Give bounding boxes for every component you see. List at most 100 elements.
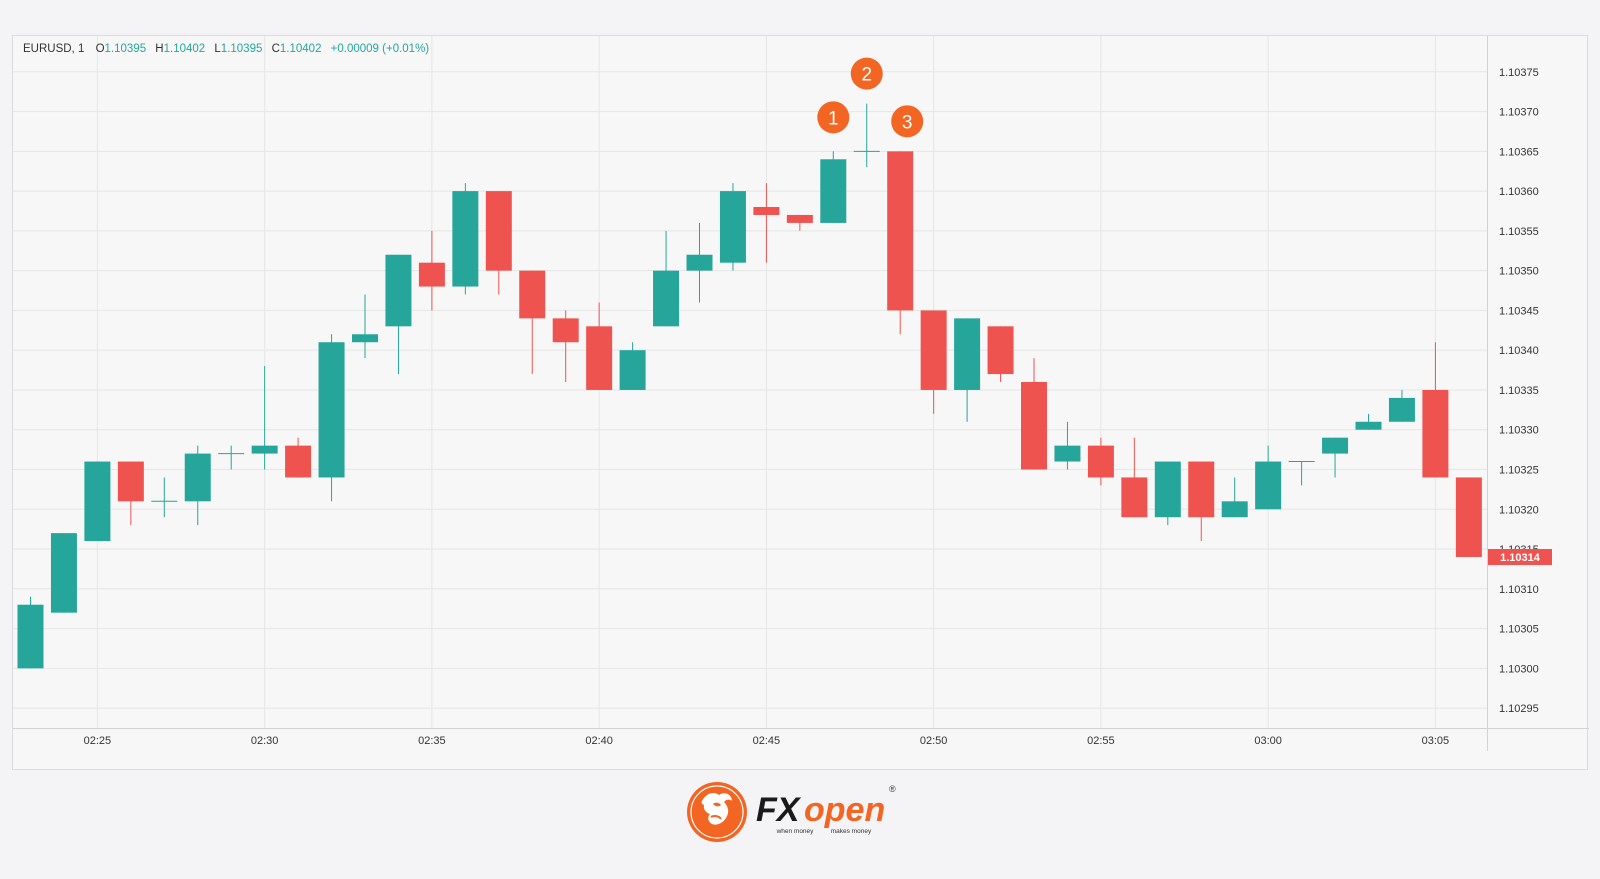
candle-bullish: [954, 318, 981, 422]
ohlc-legend: EURUSD, 1 O1.10395 H1.10402 L1.10395 C1.…: [23, 43, 429, 55]
candle-body: [50, 533, 77, 613]
candle-body: [786, 214, 813, 223]
candle-bullish: [452, 183, 479, 295]
legend-high-value: 1.10402: [164, 43, 206, 55]
candle-bullish: [1288, 461, 1315, 486]
time-tick-label: 02:25: [84, 735, 112, 747]
marker-2: 2: [850, 57, 883, 90]
candle-bearish: [1422, 342, 1449, 478]
candle-bearish: [920, 310, 947, 414]
price-tick-label: 1.10300: [1499, 663, 1539, 675]
candle-body: [117, 461, 144, 502]
time-tick-label: 03:05: [1422, 735, 1450, 747]
candle-body: [1422, 389, 1449, 478]
brand-tagline-right: makes money: [831, 828, 872, 835]
candle-body: [318, 342, 345, 478]
candle-bullish: [251, 366, 278, 470]
candle-bullish: [318, 334, 345, 502]
legend-close-value: 1.10402: [280, 43, 322, 55]
candle-body: [920, 310, 947, 390]
candle-body: [418, 262, 445, 287]
candle-bearish: [586, 302, 613, 390]
candle-body: [1154, 461, 1181, 518]
candle-body: [552, 318, 579, 343]
candle-body: [719, 191, 746, 263]
candle-body: [519, 270, 546, 319]
legend-open-label: O: [96, 43, 105, 55]
marker-label: 2: [861, 65, 872, 86]
bull-emblem-icon: [687, 782, 747, 842]
time-tick-label: 02:55: [1087, 735, 1115, 747]
candle-body: [1388, 397, 1415, 422]
candle-bullish: [1388, 389, 1415, 422]
candle-bearish: [519, 270, 546, 375]
candle-body: [820, 159, 847, 223]
candle-body: [1255, 461, 1282, 510]
candle-body: [352, 334, 378, 343]
marker-label: 3: [902, 112, 913, 133]
candle-body: [1087, 445, 1114, 478]
candle-bullish: [719, 183, 746, 271]
candle-bullish: [1054, 421, 1081, 470]
candle-body: [17, 604, 44, 669]
time-tick-label: 03:00: [1254, 735, 1282, 747]
price-tick-label: 1.10320: [1499, 504, 1539, 516]
candle-body: [385, 254, 412, 327]
marker-circle: [817, 101, 850, 134]
candle-bearish: [987, 326, 1014, 382]
time-tick-label: 02:50: [920, 735, 948, 747]
candle-bullish: [385, 254, 412, 375]
candlestick-chart[interactable]: 1.10375 1.10370 1.10365 1.10360 1.10355 1.103…: [13, 36, 1589, 771]
numbered-markers: 1 2 3: [817, 57, 924, 138]
candle-bearish: [117, 461, 144, 526]
candle-bullish: [352, 294, 378, 359]
marker-3: 3: [891, 105, 924, 138]
candle-body: [285, 445, 312, 478]
legend-low-value: 1.10395: [221, 43, 263, 55]
price-tick-label: 1.10330: [1499, 425, 1539, 437]
candle-bullish: [151, 477, 178, 518]
candle-bearish: [552, 310, 579, 382]
time-tick-label: 02:35: [418, 735, 446, 747]
candle-body: [753, 207, 780, 215]
price-tick-label: 1.10325: [1499, 464, 1539, 476]
candle-body: [887, 151, 914, 311]
price-tick-label: 1.10340: [1499, 345, 1539, 357]
fxopen-logo: FX open ® when money makes money: [686, 779, 926, 845]
candle-body: [1188, 461, 1215, 518]
brand-name-fx: FX: [756, 791, 802, 829]
candle-bullish: [653, 230, 680, 327]
legend-low-label: L: [214, 43, 221, 55]
candle-bearish: [1087, 437, 1114, 486]
candle-bearish: [485, 191, 512, 295]
candle-body: [1054, 445, 1081, 462]
candle-body: [184, 453, 211, 502]
price-tick-label: 1.10365: [1499, 146, 1539, 158]
time-tick-label: 02:45: [753, 735, 781, 747]
candle-body: [251, 445, 278, 454]
candle-bullish: [84, 461, 111, 542]
candle-body: [987, 326, 1014, 375]
candle-body: [653, 270, 680, 327]
candle-bullish: [853, 103, 880, 168]
chart-frame: 1.10375 1.10370 1.10365 1.10360 1.10355 1.103…: [12, 35, 1589, 771]
candle-bullish: [1355, 413, 1382, 430]
candle-bullish: [686, 222, 713, 303]
grid-lines: [13, 36, 1487, 728]
candle-body: [1121, 477, 1148, 518]
candle-bearish: [1021, 358, 1047, 470]
candle-bearish: [753, 183, 780, 263]
candle-bullish: [1154, 461, 1181, 526]
marker-label: 1: [828, 108, 839, 129]
time-tick-label: 02:30: [251, 735, 279, 747]
price-tick-label: 1.10310: [1499, 584, 1539, 596]
candle-body: [1322, 437, 1349, 454]
legend-high-label: H: [155, 43, 163, 55]
candle-bullish: [218, 445, 245, 470]
legend-close-label: C: [272, 43, 280, 55]
candle-body: [686, 254, 713, 271]
candle-bullish: [1322, 437, 1349, 478]
price-tick-label: 1.10355: [1499, 226, 1539, 238]
candle-bullish: [1221, 477, 1248, 518]
